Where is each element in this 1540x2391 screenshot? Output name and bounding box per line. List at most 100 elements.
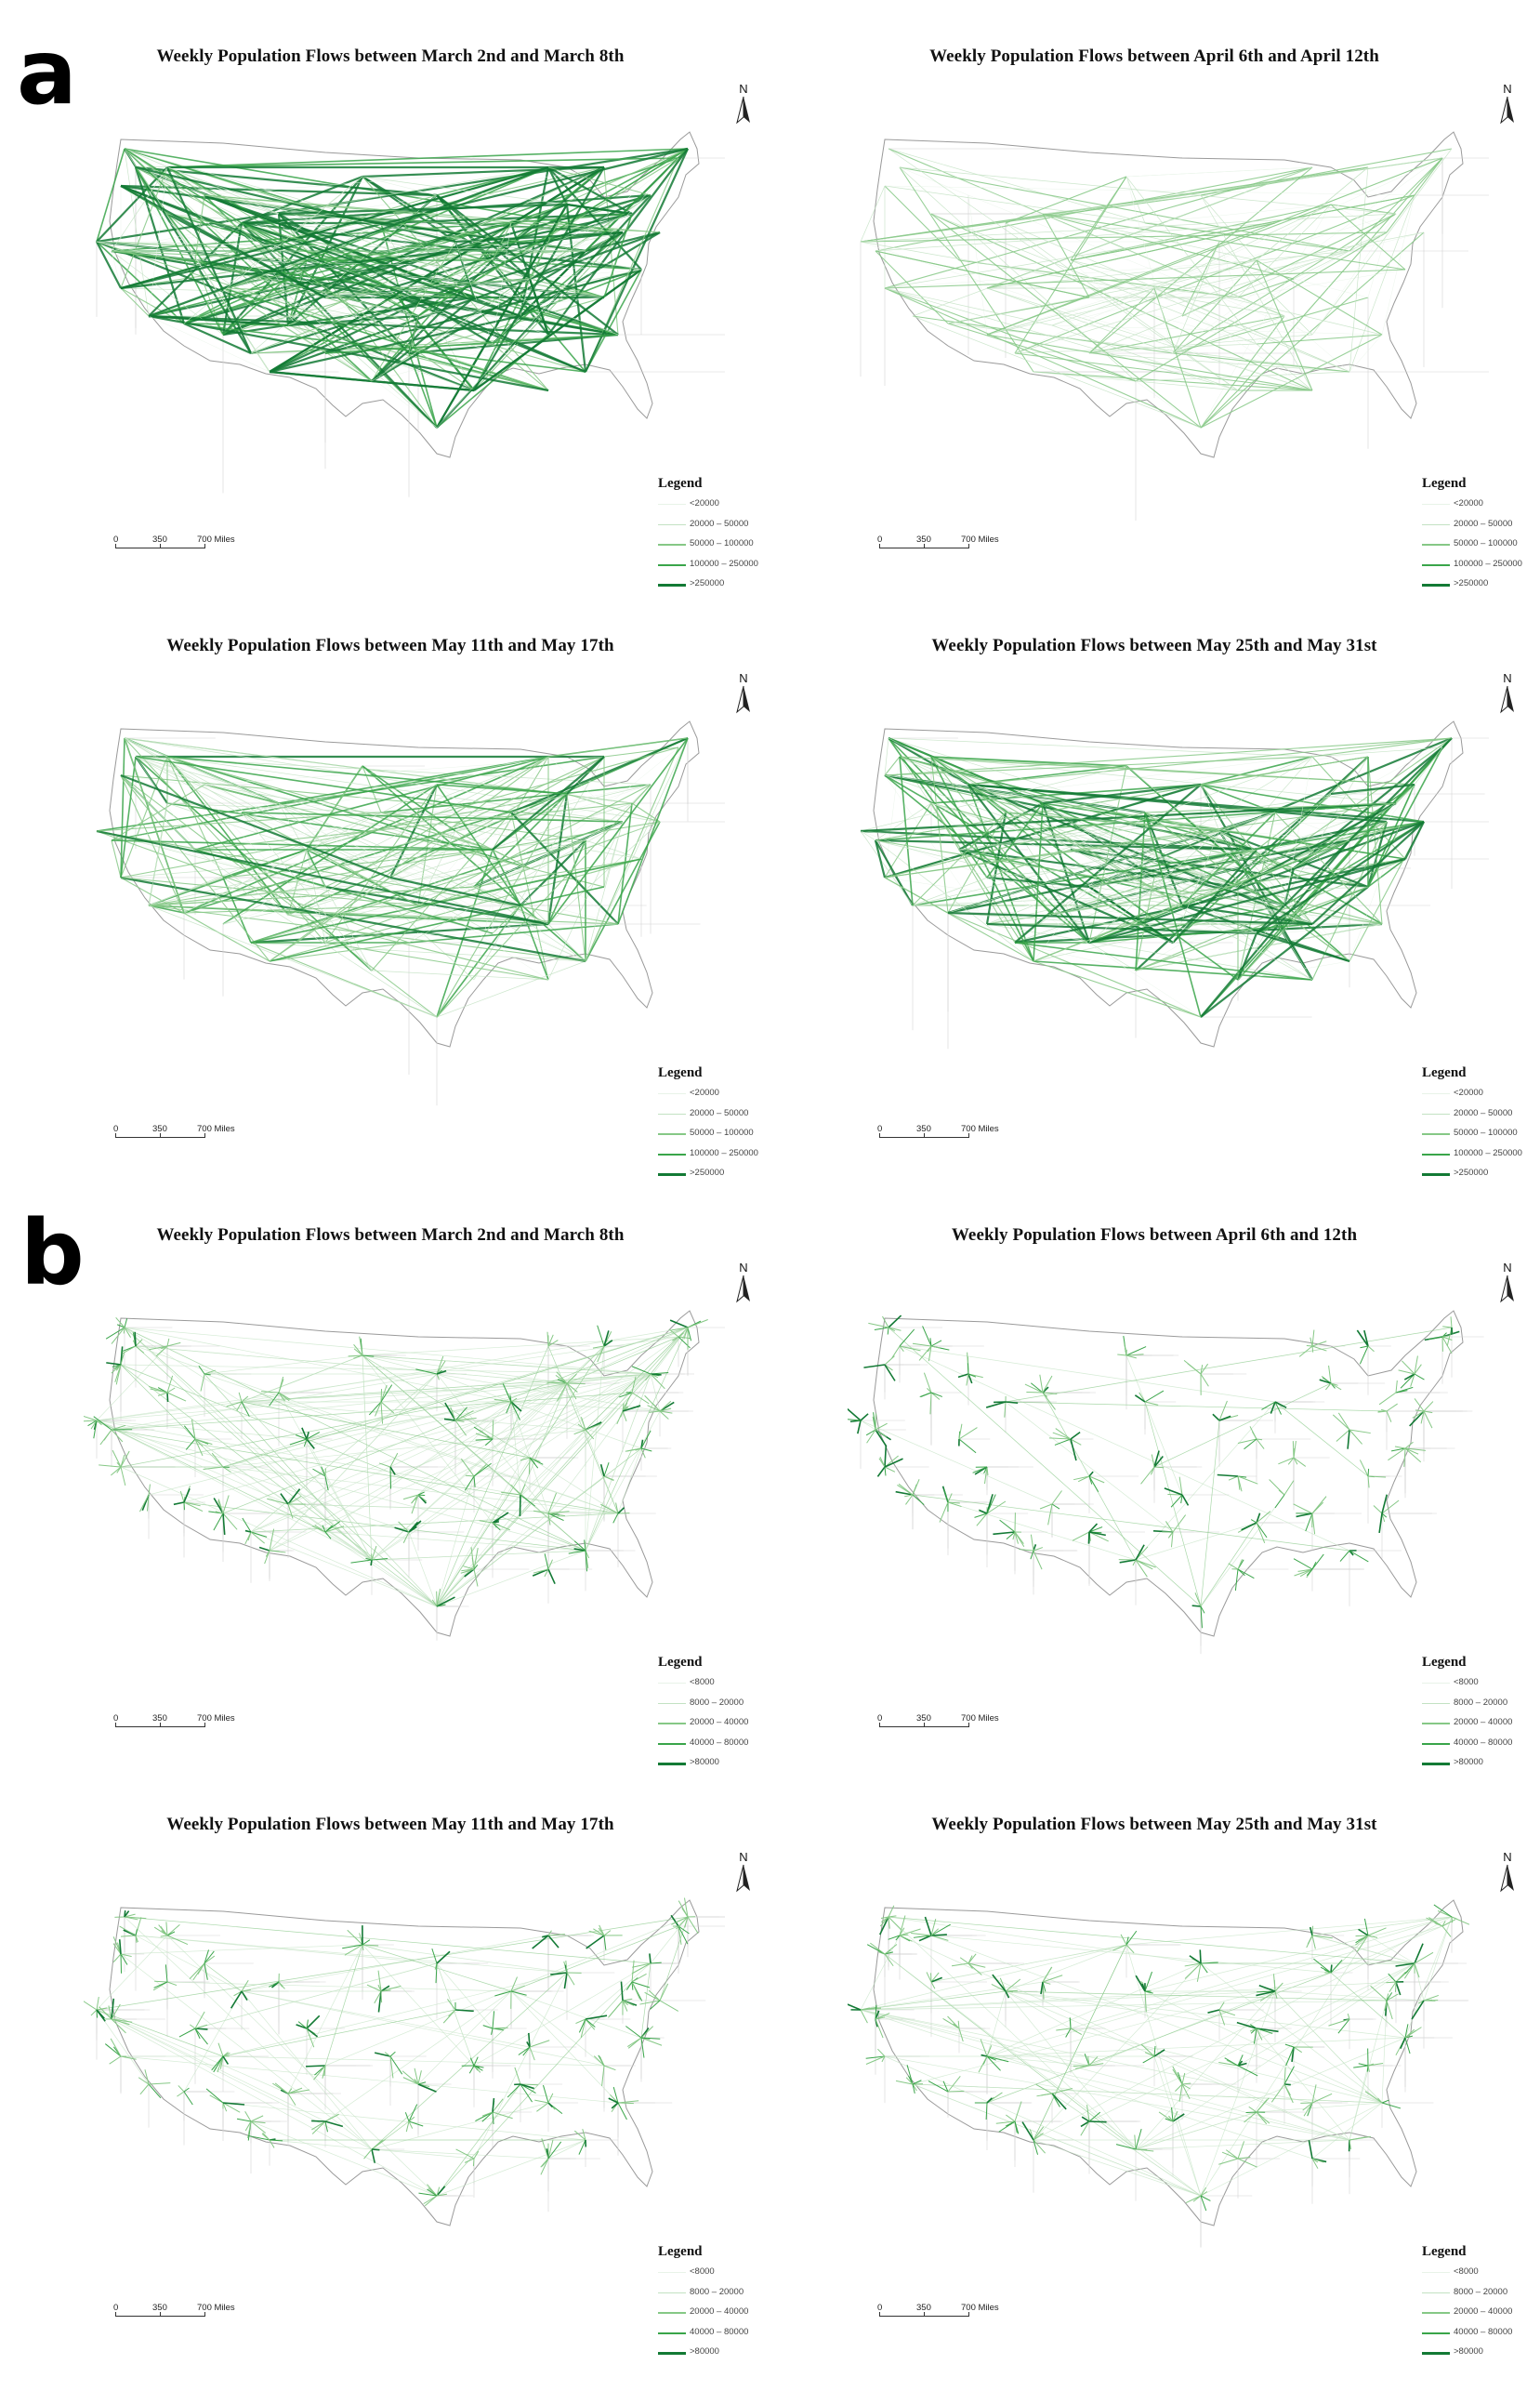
us-outline bbox=[110, 1900, 699, 2226]
north-arrow-label: N bbox=[1494, 82, 1521, 96]
panel-title: Weekly Population Flows between March 2n… bbox=[56, 1225, 725, 1246]
legend-line-swatch bbox=[1422, 1723, 1450, 1724]
legend-line-swatch bbox=[658, 1154, 686, 1156]
north-arrow-icon: N bbox=[730, 671, 757, 720]
legend-label: 40000 – 80000 bbox=[1454, 2327, 1512, 2337]
map-panel: Weekly Population Flows between March 2n… bbox=[56, 46, 799, 623]
legend-line-swatch bbox=[1422, 524, 1450, 525]
scale-label: 700 Miles bbox=[961, 1713, 999, 1724]
legend-line-swatch bbox=[1422, 544, 1450, 546]
legend-label: >250000 bbox=[690, 578, 724, 588]
legend-item: 8000 – 20000 bbox=[658, 2284, 788, 2305]
legend-item: 8000 – 20000 bbox=[1422, 2284, 1540, 2305]
legend-item: 8000 – 20000 bbox=[658, 1695, 788, 1715]
panel-title: Weekly Population Flows between March 2n… bbox=[56, 46, 725, 67]
legend-item: 50000 – 100000 bbox=[658, 535, 788, 556]
legend-item: <20000 bbox=[658, 495, 788, 516]
legend-line-swatch bbox=[658, 584, 686, 587]
scale-label: 700 Miles bbox=[961, 535, 999, 545]
north-arrow-icon: N bbox=[1494, 671, 1521, 720]
legend-line-swatch bbox=[658, 524, 686, 525]
panel-title: Weekly Population Flows between April 6t… bbox=[820, 46, 1489, 67]
legend-line-swatch bbox=[1422, 1763, 1450, 1765]
legend-item: >250000 bbox=[1422, 575, 1540, 596]
legend-label: 100000 – 250000 bbox=[1454, 1148, 1522, 1158]
legend-item: 100000 – 250000 bbox=[658, 1145, 788, 1166]
map-panel: Weekly Population Flows between May 25th… bbox=[820, 1815, 1540, 2391]
legend-item: 50000 – 100000 bbox=[1422, 1125, 1540, 1145]
legend-item: >80000 bbox=[658, 2344, 788, 2364]
us-outline bbox=[110, 1311, 699, 1636]
scale-label: 700 Miles bbox=[961, 1124, 999, 1134]
map-panel: Weekly Population Flows between May 11th… bbox=[56, 636, 799, 1212]
legend-item: >250000 bbox=[658, 1165, 788, 1185]
legend-title: Legend bbox=[1422, 476, 1540, 492]
legend-item: 100000 – 250000 bbox=[1422, 556, 1540, 576]
legend-title: Legend bbox=[658, 1065, 788, 1081]
legend-line-swatch bbox=[1422, 1133, 1450, 1135]
legend-line-swatch bbox=[658, 2292, 686, 2293]
legend-item: <8000 bbox=[658, 1674, 788, 1695]
north-arrow-label: N bbox=[730, 671, 757, 685]
legend-line-swatch bbox=[658, 2332, 686, 2334]
legend-label: 20000 – 50000 bbox=[690, 1108, 748, 1118]
legend-line-swatch bbox=[1422, 2332, 1450, 2334]
legend-label: 40000 – 80000 bbox=[1454, 1737, 1512, 1748]
flow-map bbox=[84, 112, 725, 521]
legend-label: <20000 bbox=[1454, 498, 1483, 509]
scale-label: 700 Miles bbox=[197, 1713, 235, 1724]
panel-title: Weekly Population Flows between April 6t… bbox=[820, 1225, 1489, 1246]
north-arrow-label: N bbox=[730, 82, 757, 96]
legend-line-swatch bbox=[1422, 1093, 1450, 1094]
legend-label: <8000 bbox=[1454, 2266, 1479, 2277]
flow-map bbox=[84, 1880, 725, 2289]
legend-label: 8000 – 20000 bbox=[1454, 1697, 1507, 1708]
legend-label: <20000 bbox=[690, 1088, 719, 1098]
legend-item: >80000 bbox=[1422, 2344, 1540, 2364]
map-panel: Weekly Population Flows between May 25th… bbox=[820, 636, 1540, 1212]
legend-item: <20000 bbox=[1422, 1085, 1540, 1105]
legend-title: Legend bbox=[1422, 1065, 1540, 1081]
legend-line-swatch bbox=[1422, 1743, 1450, 1745]
north-arrow-icon: N bbox=[730, 82, 757, 130]
legend-label: 20000 – 50000 bbox=[1454, 519, 1512, 529]
scale-label: 700 Miles bbox=[961, 2303, 999, 2313]
legend-title: Legend bbox=[658, 2244, 788, 2260]
legend-line-swatch bbox=[1422, 564, 1450, 566]
legend-line-swatch bbox=[658, 544, 686, 546]
legend-label: >250000 bbox=[1454, 1168, 1488, 1178]
legend-line-swatch bbox=[1422, 584, 1450, 587]
us-outline bbox=[874, 1311, 1463, 1636]
legend-line-swatch bbox=[1422, 2292, 1450, 2293]
legend-item: <8000 bbox=[1422, 2264, 1540, 2284]
legend-title: Legend bbox=[658, 1655, 788, 1671]
north-arrow-icon: N bbox=[730, 1850, 757, 1898]
flow-map bbox=[848, 701, 1489, 1110]
legend-label: 8000 – 20000 bbox=[690, 2287, 744, 2297]
legend-item: <20000 bbox=[1422, 495, 1540, 516]
legend-label: <8000 bbox=[690, 1677, 715, 1687]
legend-line-swatch bbox=[1422, 1683, 1450, 1684]
north-arrow-icon: N bbox=[1494, 1850, 1521, 1898]
legend-line-swatch bbox=[1422, 1114, 1450, 1115]
legend-item: >250000 bbox=[658, 575, 788, 596]
legend-item: <8000 bbox=[1422, 1674, 1540, 1695]
north-arrow-label: N bbox=[1494, 1850, 1521, 1864]
legend-line-swatch bbox=[658, 1763, 686, 1765]
map-panel: Weekly Population Flows between April 6t… bbox=[820, 46, 1540, 623]
legend-item: 100000 – 250000 bbox=[658, 556, 788, 576]
legend-label: 100000 – 250000 bbox=[690, 559, 758, 569]
legend-line-swatch bbox=[658, 1743, 686, 1745]
scale-label: 700 Miles bbox=[197, 535, 235, 545]
legend-label: 20000 – 50000 bbox=[1454, 1108, 1512, 1118]
legend-label: >250000 bbox=[690, 1168, 724, 1178]
